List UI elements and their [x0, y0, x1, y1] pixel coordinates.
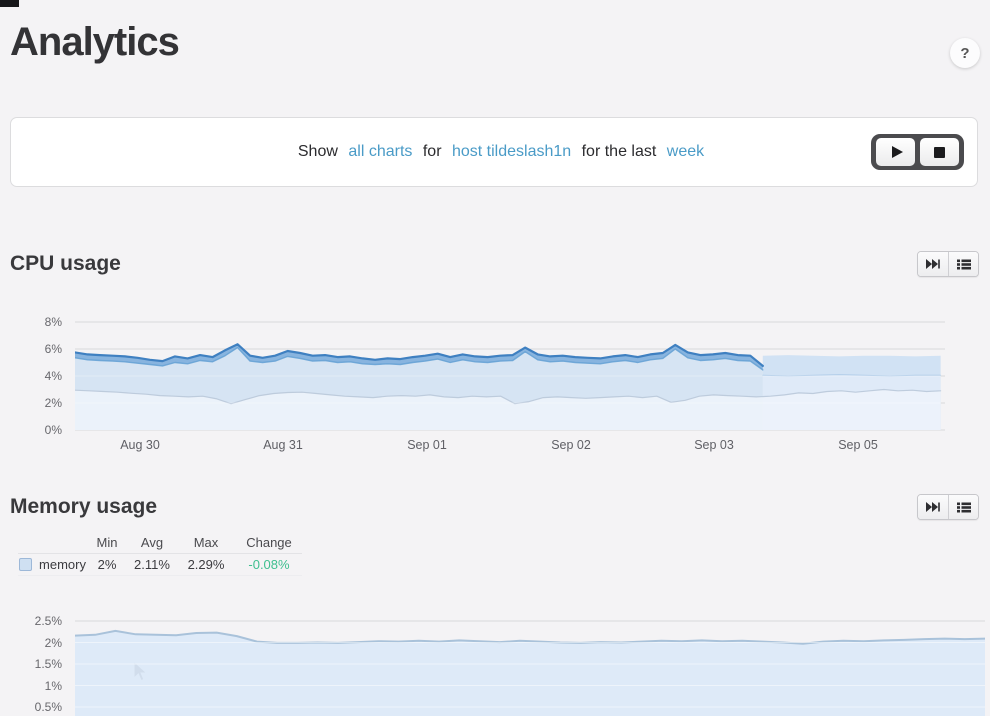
chart-control-bar: Show all charts for host tildeslash1n fo…	[10, 117, 978, 187]
memory-series-swatch	[19, 558, 33, 571]
stop-icon	[934, 146, 945, 158]
memory-section-title: Memory usage	[10, 495, 158, 518]
scope-text-for-the-last: for the last	[581, 143, 657, 160]
list-icon	[956, 502, 971, 512]
x-tick-label: Sep 03	[694, 438, 734, 452]
y-tick-label: 0.5%	[34, 700, 62, 714]
legend-value-min: 2%	[97, 557, 117, 572]
memory-section-header: Memory usage	[10, 493, 979, 521]
y-tick-label: 2%	[44, 396, 62, 410]
legend-header-min: Min	[96, 535, 118, 550]
memory-chart-plot[interactable]	[75, 610, 985, 716]
chart-scope-sentence: Show all charts for host tildeslash1n fo…	[11, 143, 871, 161]
help-button[interactable]: ?	[950, 38, 980, 68]
cpu-chart-plot[interactable]	[75, 316, 945, 436]
cpu-chart: 8% 6% 4% 2% 0% Aug 30 Aug 31 Sep 01 Sep 02 Sep 0…	[0, 315, 990, 682]
legend-header-change: Change	[246, 535, 292, 550]
play-icon	[891, 146, 903, 158]
scope-text-for: for	[422, 143, 442, 160]
x-tick-label: Aug 31	[263, 438, 303, 452]
cpu-data-table-button[interactable]	[948, 252, 978, 276]
legend-header-max: Max	[193, 535, 219, 550]
playback-button-group	[871, 134, 964, 170]
memory-chart: 2.5% 2% 1.5% 1% 0.5%	[0, 610, 990, 716]
legend-header-row: Min Avg Max Change	[18, 532, 302, 554]
legend-row-memory: memory 2% 2.11% 2.29% -0.08%	[18, 554, 302, 576]
range-link[interactable]: week	[666, 143, 705, 160]
question-mark-icon: ?	[960, 44, 970, 62]
legend-header-avg: Avg	[140, 535, 164, 550]
memory-data-table-button[interactable]	[948, 495, 978, 519]
legend-series-label: memory	[39, 557, 86, 572]
memory-legend-table: Min Avg Max Change memory 2% 2.11% 2.29%…	[18, 532, 302, 576]
cpu-section-title: CPU usage	[10, 252, 121, 275]
cpu-chart-toolbar	[917, 251, 979, 277]
y-tick-label: 2.5%	[34, 614, 62, 628]
fast-forward-icon	[926, 502, 940, 512]
x-tick-label: Sep 01	[407, 438, 447, 452]
stop-button[interactable]	[920, 138, 959, 166]
screen-corner-artifact	[0, 0, 19, 7]
y-tick-label: 6%	[44, 342, 62, 356]
scope-text-show: Show	[297, 143, 338, 160]
y-tick-label: 1.5%	[34, 657, 62, 671]
list-icon	[956, 259, 971, 269]
cpu-x-axis: Aug 30 Aug 31 Sep 01 Sep 02 Sep 03 Sep 05	[75, 438, 945, 456]
y-tick-label: 1%	[44, 678, 62, 693]
play-button[interactable]	[876, 138, 915, 166]
x-tick-label: Aug 30	[120, 438, 160, 452]
y-tick-label: 2%	[44, 635, 62, 650]
legend-value-change: -0.08%	[248, 557, 290, 572]
cpu-fast-forward-button[interactable]	[918, 252, 948, 276]
y-tick-label: 4%	[44, 369, 62, 383]
host-link[interactable]: host tildeslash1n	[451, 143, 572, 160]
cpu-section-header: CPU usage	[10, 250, 979, 278]
y-tick-label: 0%	[44, 423, 62, 437]
x-tick-label: Sep 02	[551, 438, 591, 452]
memory-fast-forward-button[interactable]	[918, 495, 948, 519]
memory-chart-toolbar	[917, 494, 979, 520]
page-title: Analytics	[10, 20, 180, 64]
legend-value-avg: 2.11%	[134, 557, 170, 572]
legend-value-max: 2.29%	[187, 557, 225, 572]
fast-forward-icon	[926, 259, 940, 269]
y-tick-label: 8%	[44, 315, 62, 329]
all-charts-link[interactable]: all charts	[348, 143, 413, 160]
x-tick-label: Sep 05	[838, 438, 878, 452]
